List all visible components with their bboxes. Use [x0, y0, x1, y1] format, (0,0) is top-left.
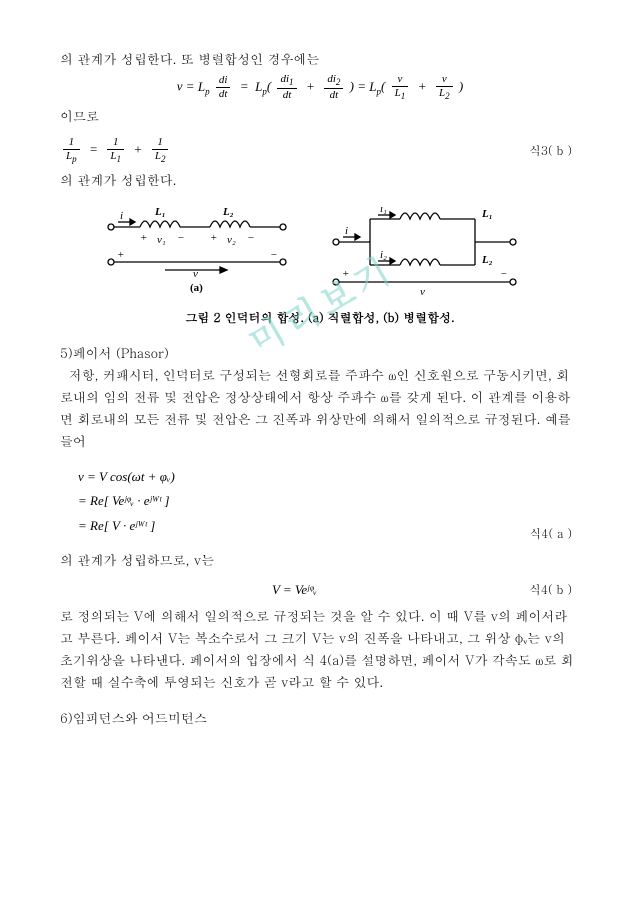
eq2-frac-1Lp: 1Lp — [63, 137, 80, 164]
section-6-head: 6)임피던스와 어드미턴스 — [60, 707, 580, 729]
eq4a-line3: = Re[ V · eʲᵂᵗ ] — [78, 514, 175, 539]
eq1-frac-vL1: vL1 — [392, 74, 409, 101]
fig-a-label: (a) — [190, 282, 203, 294]
text-after-4a: 의 관계가 성립하므로, v는 — [60, 549, 580, 571]
fig-L1-b: L₁ — [481, 208, 493, 220]
eq1-frac-di2: di2dt — [324, 74, 343, 101]
fig-v-a: v — [193, 268, 198, 280]
fig-minus-av: − — [270, 249, 277, 261]
eq2-frac-1L1: 1L1 — [107, 137, 124, 164]
eq1-Lp: Lp — [198, 79, 210, 94]
eq1-eq: = — [186, 79, 195, 94]
fig-L1-a: L₁ — [154, 207, 166, 218]
equation-4b: V = Veʲᵠᵥ 식4( b ) — [60, 579, 580, 601]
eq2-tag: 식3( b ) — [529, 141, 580, 161]
fig-plus-av: + — [117, 249, 124, 261]
eq4b-body: V = Veʲᵠᵥ — [272, 582, 317, 597]
fig-minus-bv: − — [500, 268, 507, 280]
eq1-frac-di1: di1dt — [277, 74, 296, 101]
eq4a-tag: 식4( a ) — [529, 524, 580, 544]
equation-4a: v = V cos(ωt + φᵥ) = Re[ Veʲᵠᵥ · eʲᵂᵗ ] … — [60, 457, 580, 545]
fig-minus-a1: − — [177, 232, 184, 244]
fig-L2-a: L₂ — [222, 207, 234, 218]
text-line-2: 이므로 — [60, 105, 580, 127]
fig-i1-b: i₁ — [380, 207, 387, 215]
section-5-p1: 저항, 커패시터, 인덕터로 구성되는 선형회로를 주파수 ω인 신호원으로 구… — [60, 364, 580, 452]
fig-v-b: v — [420, 286, 425, 298]
fig-plus-a1: + — [140, 232, 147, 244]
fig-minus-a2: − — [247, 232, 254, 244]
fig-v1-a: v₁ — [157, 234, 166, 246]
section-5-head: 5)페이서 (Phasor) — [60, 342, 580, 364]
text-line-3: 의 관계가 성립한다. — [60, 169, 580, 191]
eq1-frac-didt: didt — [216, 75, 231, 100]
section-5-p2: 로 정의되는 V에 의해서 일의적으로 규정되는 것을 알 수 있다. 이 때 … — [60, 605, 580, 693]
fig-i2-b: i₂ — [380, 249, 387, 261]
figure-caption: 그림 2 인덕터의 합성. (a) 직렬합성, (b) 병렬합성. — [60, 308, 580, 328]
eq1-Lp3: Lp — [369, 79, 381, 94]
fig-i-a: i — [120, 210, 123, 222]
eq1-frac-vL2: vL2 — [436, 74, 453, 101]
fig-i-b: i — [345, 225, 348, 237]
fig-plus-a2: + — [210, 232, 217, 244]
eq4a-line1: v = V cos(ωt + φᵥ) — [78, 465, 175, 490]
eq1-v: v — [177, 79, 183, 94]
eq1-Lp2: Lp — [255, 79, 267, 94]
fig-v2-a: v₂ — [227, 234, 236, 246]
circuit-diagram-svg: i L₁ L₂ + v₁ − + v₂ − + v − (a) — [105, 207, 535, 302]
fig-plus-bv: + — [342, 268, 349, 280]
eq4b-tag: 식4( b ) — [529, 580, 580, 600]
equation-1: v = Lp didt = Lp( di1dt + di2dt ) = Lp( … — [60, 74, 580, 101]
figure-2: i L₁ L₂ + v₁ − + v₂ − + v − (a) — [60, 207, 580, 328]
eq2-frac-1L2: 1L2 — [152, 137, 169, 164]
fig-L2-b: L₂ — [481, 254, 493, 266]
equation-2: 1Lp = 1L1 + 1L2 식3( b ) — [60, 137, 580, 164]
text-line-1: 의 관계가 성립한다. 또 병렬합성인 경우에는 — [60, 48, 580, 70]
eq4a-line2: = Re[ Veʲᵠᵥ · eʲᵂᵗ ] — [78, 489, 175, 514]
